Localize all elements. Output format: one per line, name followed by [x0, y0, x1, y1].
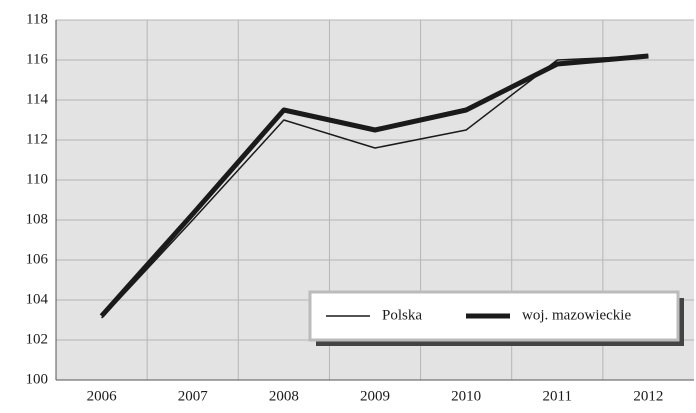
series-line [101, 55, 649, 319]
y-tick-label: 118 [26, 11, 48, 27]
x-tick-label: 2010 [451, 388, 481, 404]
x-tick-label: 2008 [269, 388, 299, 404]
x-tick-label: 2012 [633, 388, 663, 404]
y-tick-label: 110 [26, 171, 48, 187]
legend-label: woj. mazowieckie [522, 307, 631, 323]
y-tick-label: 104 [26, 291, 49, 307]
legend-label: Polska [382, 307, 422, 323]
x-tick-label: 2007 [178, 388, 209, 404]
x-tick-label: 2006 [87, 388, 118, 404]
y-tick-label: 114 [26, 91, 48, 107]
y-tick-label: 116 [26, 51, 48, 67]
x-tick-label: 2009 [360, 388, 390, 404]
y-tick-label: 100 [26, 371, 49, 387]
y-tick-label: 108 [26, 211, 49, 227]
y-tick-label: 102 [26, 331, 49, 347]
x-tick-label: 2011 [543, 388, 572, 404]
series-line [99, 53, 649, 318]
y-tick-label: 112 [26, 131, 48, 147]
y-tick-label: 106 [26, 251, 49, 267]
